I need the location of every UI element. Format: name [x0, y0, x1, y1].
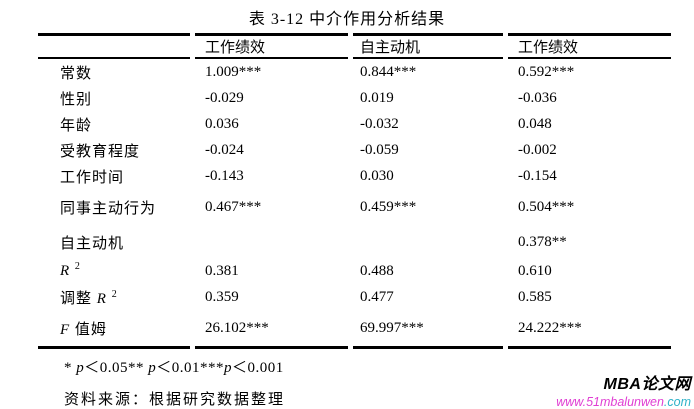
header-cell-model3: 工作绩效 — [508, 33, 671, 59]
cell-value: 0.381 — [205, 262, 239, 279]
cell-value — [353, 226, 503, 258]
header-cell-model2: 自主动机 — [353, 33, 503, 59]
cell-value: 0.477 — [360, 288, 394, 305]
significance-note: * p＜0.05** p＜0.01***p＜0.001 — [64, 360, 284, 376]
cell-value: 26.102*** — [195, 310, 348, 349]
table-row: 性别 -0.029 0.019 -0.036 — [38, 85, 671, 111]
table-row: 自主动机 0.378** — [38, 226, 671, 258]
watermark-url-main: www.51mbalunwen — [556, 394, 664, 409]
row-label: 工作时间 — [60, 169, 125, 186]
cell-value: 0.459*** — [360, 199, 417, 215]
table-row: 常数 1.009*** 0.844*** 0.592*** — [38, 59, 671, 85]
table-row: 年龄 0.036 -0.032 0.048 — [38, 111, 671, 137]
cell-value — [195, 226, 348, 258]
cell-value: 0.359 — [205, 288, 239, 305]
cell-value: 0.048 — [518, 115, 552, 132]
row-label: F 值姆 — [38, 310, 190, 349]
cell-value: 0.610 — [518, 262, 552, 279]
cell-value: -0.154 — [518, 167, 557, 184]
table-body: 常数 1.009*** 0.844*** 0.592*** 性别 -0.029 0.019 -… — [38, 59, 671, 349]
watermark-brand: MBA论文网 — [603, 376, 691, 394]
cell-value: -0.032 — [360, 115, 399, 132]
cell-value: -0.002 — [518, 141, 557, 158]
table-row: 受教育程度 -0.024 -0.059 -0.002 — [38, 137, 671, 163]
cell-value: -0.029 — [205, 89, 244, 106]
cell-value: -0.024 — [205, 141, 244, 158]
cell-value: 0.488 — [360, 262, 394, 279]
table-row: 调整 R 2 0.359 0.477 0.585 — [38, 284, 671, 310]
row-label: R 2 — [60, 260, 81, 279]
cell-value: 0.019 — [360, 89, 394, 106]
watermark-url-suffix: .com — [663, 394, 691, 409]
table-header-row: 工作绩效 自主动机 工作绩效 — [38, 33, 671, 59]
mediation-analysis-table: 工作绩效 自主动机 工作绩效 常数 1.009*** 0.844*** 0.592**… — [33, 33, 676, 349]
cell-value: 0.030 — [360, 167, 394, 184]
watermark: MBA论文网 www.51mbalunwen.com — [556, 376, 691, 409]
header-cell-model1: 工作绩效 — [195, 33, 348, 59]
source-note: 资料来源：根据研究数据整理 — [64, 392, 286, 408]
row-label: 年龄 — [60, 117, 93, 134]
cell-value: 0.036 — [205, 115, 239, 132]
table-row: 同事主动行为 0.467*** 0.459*** 0.504*** — [38, 189, 671, 226]
cell-value: -0.059 — [360, 141, 399, 158]
table-row: R 2 0.381 0.488 0.610 — [38, 258, 671, 284]
table-row: F 值姆 26.102*** 69.997*** 24.222*** — [38, 310, 671, 349]
cell-value: 1.009*** — [205, 63, 262, 80]
cell-value: -0.143 — [205, 167, 244, 184]
cell-value: 0.585 — [518, 288, 552, 305]
row-label: 自主动机 — [60, 235, 125, 252]
header-cell-stub — [38, 33, 190, 59]
cell-value: 0.467*** — [205, 199, 262, 215]
cell-value: -0.036 — [518, 89, 557, 106]
row-label: 性别 — [60, 91, 93, 108]
watermark-url: www.51mbalunwen.com — [556, 395, 691, 409]
cell-value: 0.504*** — [518, 199, 575, 215]
table-caption: 表 3-12 中介作用分析结果 — [248, 11, 446, 28]
table-row: 工作时间 -0.143 0.030 -0.154 — [38, 163, 671, 189]
cell-value: 0.592*** — [518, 63, 575, 80]
cell-value: 0.378** — [518, 233, 567, 250]
cell-value: 24.222*** — [508, 310, 671, 349]
row-label: 同事主动行为 — [60, 201, 157, 217]
row-label: 受教育程度 — [60, 143, 141, 160]
cell-value: 69.997*** — [353, 310, 503, 349]
row-label: 常数 — [60, 65, 93, 82]
row-label: 调整 R 2 — [60, 288, 118, 307]
cell-value: 0.844*** — [360, 63, 417, 80]
